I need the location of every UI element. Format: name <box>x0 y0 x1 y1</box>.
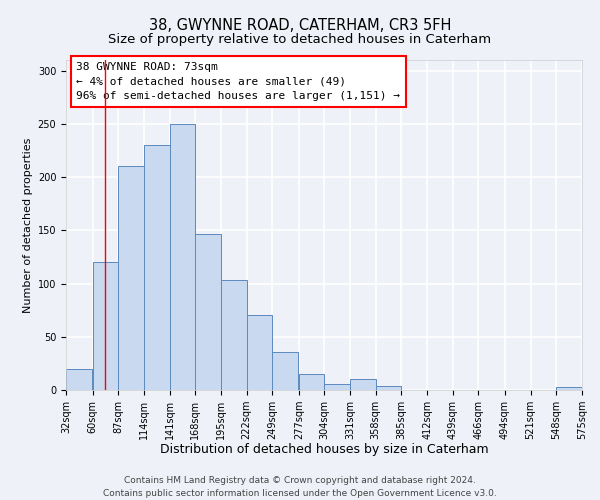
Bar <box>325 384 350 390</box>
Bar <box>144 145 170 390</box>
Bar <box>247 316 272 390</box>
Text: Size of property relative to detached houses in Caterham: Size of property relative to detached ho… <box>109 32 491 46</box>
Bar <box>376 386 401 390</box>
Bar <box>556 387 582 390</box>
Bar <box>299 374 325 390</box>
Bar <box>272 352 298 390</box>
Text: Contains HM Land Registry data © Crown copyright and database right 2024.
Contai: Contains HM Land Registry data © Crown c… <box>103 476 497 498</box>
Bar <box>221 280 247 390</box>
Text: 38, GWYNNE ROAD, CATERHAM, CR3 5FH: 38, GWYNNE ROAD, CATERHAM, CR3 5FH <box>149 18 451 32</box>
Bar <box>92 262 118 390</box>
X-axis label: Distribution of detached houses by size in Caterham: Distribution of detached houses by size … <box>160 444 488 456</box>
Bar <box>170 124 195 390</box>
Bar <box>350 380 376 390</box>
Text: 38 GWYNNE ROAD: 73sqm
← 4% of detached houses are smaller (49)
96% of semi-detac: 38 GWYNNE ROAD: 73sqm ← 4% of detached h… <box>76 62 400 101</box>
Bar <box>66 368 92 390</box>
Y-axis label: Number of detached properties: Number of detached properties <box>23 138 34 312</box>
Bar <box>195 234 221 390</box>
Bar <box>118 166 144 390</box>
